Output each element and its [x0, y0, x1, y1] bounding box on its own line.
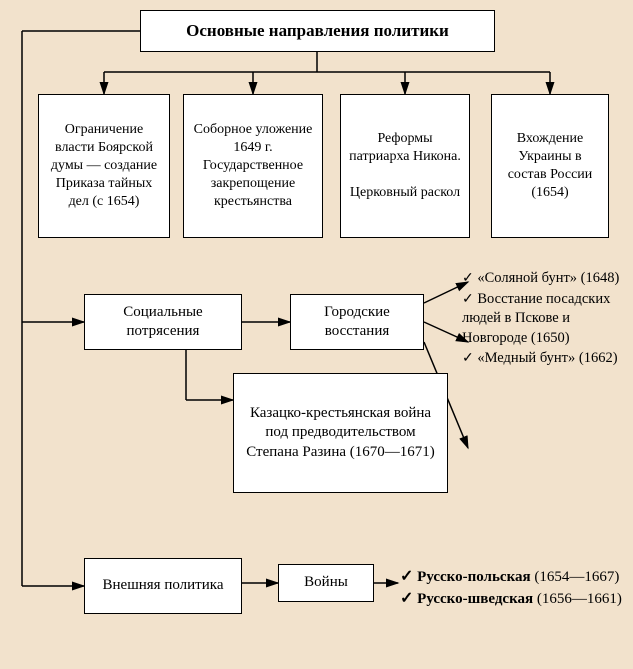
- policy-box-1: Ограничение власти Боярской думы — созда…: [38, 94, 170, 238]
- policy-text-3: Реформы патриарха Никона. Церковный раск…: [347, 130, 463, 203]
- war-1: ✓ Русско-польская (1654—1667): [400, 566, 630, 588]
- social-label: Социальные потрясения: [91, 303, 235, 342]
- war-2-name: Русско-шведская: [417, 591, 533, 607]
- uprising-2: ✓ Восстание посадских людей в Пскове и Н…: [462, 289, 627, 349]
- war-2: ✓ Русско-шведская (1656—1661): [400, 588, 630, 610]
- uprisings-list: ✓ «Соляной бунт» (1648) ✓ Восстание поса…: [462, 268, 627, 369]
- wars-label: Войны: [304, 573, 348, 593]
- uprising-2-text: Восстание посадских людей в Пскове и Нов…: [462, 291, 610, 346]
- uprising-1: ✓ «Соляной бунт» (1648): [462, 268, 627, 289]
- war-1-years: (1654—1667): [534, 569, 619, 585]
- check-icon: ✓: [400, 568, 413, 585]
- policy-text-2: Соборное уложение 1649 г. Государственно…: [190, 121, 316, 212]
- razin-box: Казацко-крестьянская война под предводит…: [233, 373, 448, 493]
- uprising-3: ✓ «Медный бунт» (1662): [462, 348, 627, 369]
- foreign-label: Внешняя политика: [103, 576, 224, 596]
- title-text: Основные направления политики: [186, 20, 449, 42]
- check-icon: ✓: [462, 349, 474, 365]
- urban-box: Городские восстания: [290, 294, 424, 350]
- check-icon: ✓: [462, 269, 474, 285]
- wars-box: Войны: [278, 564, 374, 602]
- uprising-1-text: «Соляной бунт» (1648): [477, 270, 619, 286]
- wars-list: ✓ Русско-польская (1654—1667) ✓ Русско-ш…: [400, 566, 630, 609]
- urban-label: Городские восстания: [297, 303, 417, 342]
- social-box: Социальные потрясения: [84, 294, 242, 350]
- war-2-years: (1656—1661): [537, 591, 622, 607]
- uprising-3-text: «Медный бунт» (1662): [477, 350, 617, 366]
- razin-text: Казацко-крестьянская война под предводит…: [240, 404, 441, 463]
- policy-box-4: Вхождение Украины в состав России (1654): [491, 94, 609, 238]
- policy-text-1: Ограничение власти Боярской думы — созда…: [45, 121, 163, 212]
- policy-box-2: Соборное уложение 1649 г. Государственно…: [183, 94, 323, 238]
- check-icon: ✓: [462, 290, 474, 306]
- title-box: Основные направления политики: [140, 10, 495, 52]
- policy-text-4: Вхождение Украины в состав России (1654): [498, 130, 602, 203]
- war-1-name: Русско-польская: [417, 569, 530, 585]
- foreign-box: Внешняя политика: [84, 558, 242, 614]
- policy-box-3: Реформы патриарха Никона. Церковный раск…: [340, 94, 470, 238]
- check-icon: ✓: [400, 590, 413, 607]
